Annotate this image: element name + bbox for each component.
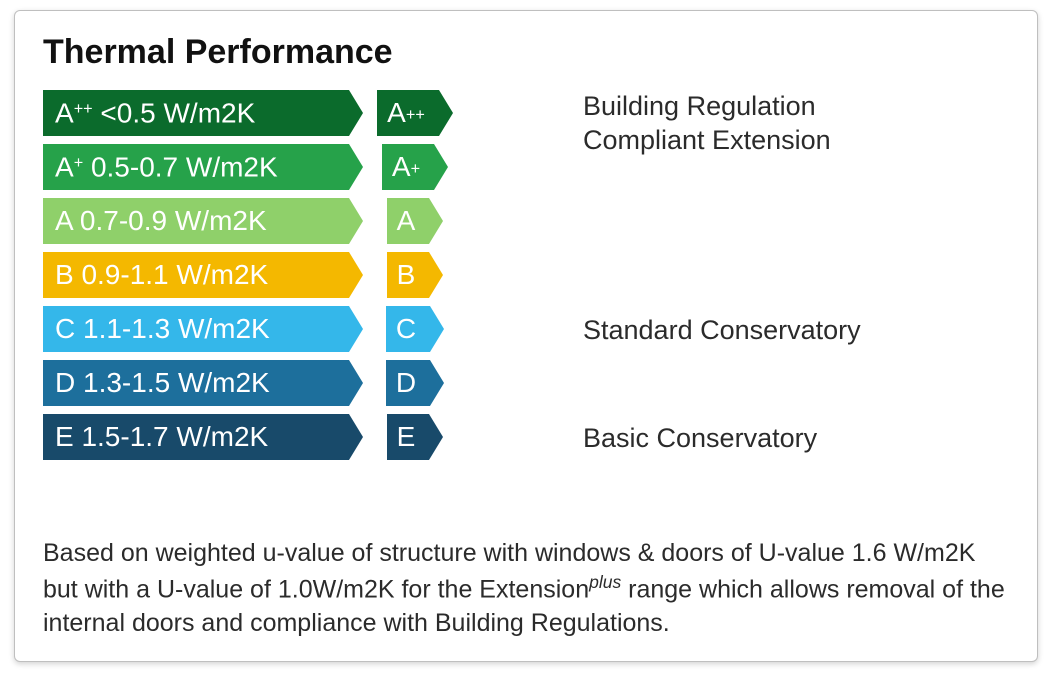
- rating-bar: D 1.3-1.5 W/m2K: [43, 360, 349, 406]
- rating-bar: A+ 0.5-0.7 W/m2K: [43, 144, 349, 190]
- badge-arrow-icon: [429, 414, 443, 460]
- rating-bar-label: D 1.3-1.5 W/m2K: [55, 369, 270, 397]
- rating-row: B 0.9-1.1 W/m2K B: [43, 252, 1009, 298]
- rating-badge-wrap: B: [373, 252, 443, 298]
- rating-row: C 1.1-1.3 W/m2K C: [43, 306, 1009, 352]
- rating-badge: D: [386, 360, 430, 406]
- rating-bar: A++ <0.5 W/m2K: [43, 90, 349, 136]
- rating-badge: A+: [382, 144, 434, 190]
- bar-arrow-icon: [349, 198, 363, 244]
- rating-row: E 1.5-1.7 W/m2K E: [43, 414, 1009, 460]
- badge-arrow-icon: [429, 252, 443, 298]
- rating-badge-wrap: D: [373, 360, 443, 406]
- badge-arrow-icon: [429, 198, 443, 244]
- rating-bar-label: E 1.5-1.7 W/m2K: [55, 423, 268, 451]
- rating-badge-wrap: E: [373, 414, 443, 460]
- badge-arrow-icon: [439, 90, 453, 136]
- rating-badge: A: [387, 198, 430, 244]
- rating-bar: E 1.5-1.7 W/m2K: [43, 414, 349, 460]
- rating-badge: B: [387, 252, 430, 298]
- rating-row: D 1.3-1.5 W/m2K D: [43, 360, 1009, 406]
- rating-bar-label: A++ <0.5 W/m2K: [55, 99, 255, 127]
- badge-arrow-icon: [430, 360, 444, 406]
- rating-bar: A 0.7-0.9 W/m2K: [43, 198, 349, 244]
- bar-arrow-icon: [349, 90, 363, 136]
- rating-badge: A++: [377, 90, 439, 136]
- rating-row: A 0.7-0.9 W/m2K A: [43, 198, 1009, 244]
- bar-arrow-icon: [349, 252, 363, 298]
- bar-arrow-icon: [349, 306, 363, 352]
- bar-arrow-icon: [349, 360, 363, 406]
- footnote: Based on weighted u-value of structure w…: [43, 537, 1009, 641]
- rating-description: Standard Conservatory: [583, 314, 861, 348]
- rating-bar: C 1.1-1.3 W/m2K: [43, 306, 349, 352]
- rating-badge-wrap: A: [373, 198, 443, 244]
- rating-row: A+ 0.5-0.7 W/m2K A+: [43, 144, 1009, 190]
- badge-arrow-icon: [430, 306, 444, 352]
- page-title: Thermal Performance: [43, 33, 1009, 72]
- bar-arrow-icon: [349, 414, 363, 460]
- badge-arrow-icon: [434, 144, 448, 190]
- rating-bar-label: C 1.1-1.3 W/m2K: [55, 315, 270, 343]
- rating-badge: E: [387, 414, 430, 460]
- rating-bar-label: A 0.7-0.9 W/m2K: [55, 207, 267, 235]
- rating-bar: B 0.9-1.1 W/m2K: [43, 252, 349, 298]
- rating-badge: C: [386, 306, 430, 352]
- thermal-performance-card: Thermal Performance Building RegulationC…: [14, 10, 1038, 662]
- canvas: Thermal Performance Building RegulationC…: [0, 0, 1052, 679]
- rating-row: A++ <0.5 W/m2K A++: [43, 90, 1009, 136]
- rating-rows: Building RegulationCompliant Extension St…: [43, 90, 1009, 460]
- rating-badge-wrap: C: [373, 306, 443, 352]
- rating-bar-label: B 0.9-1.1 W/m2K: [55, 261, 268, 289]
- rating-description: Basic Conservatory: [583, 422, 817, 456]
- rating-description: Building RegulationCompliant Extension: [583, 90, 831, 158]
- rating-badge-wrap: A++: [373, 90, 443, 136]
- rating-badge-wrap: A+: [373, 144, 443, 190]
- bar-arrow-icon: [349, 144, 363, 190]
- rating-bar-label: A+ 0.5-0.7 W/m2K: [55, 153, 278, 181]
